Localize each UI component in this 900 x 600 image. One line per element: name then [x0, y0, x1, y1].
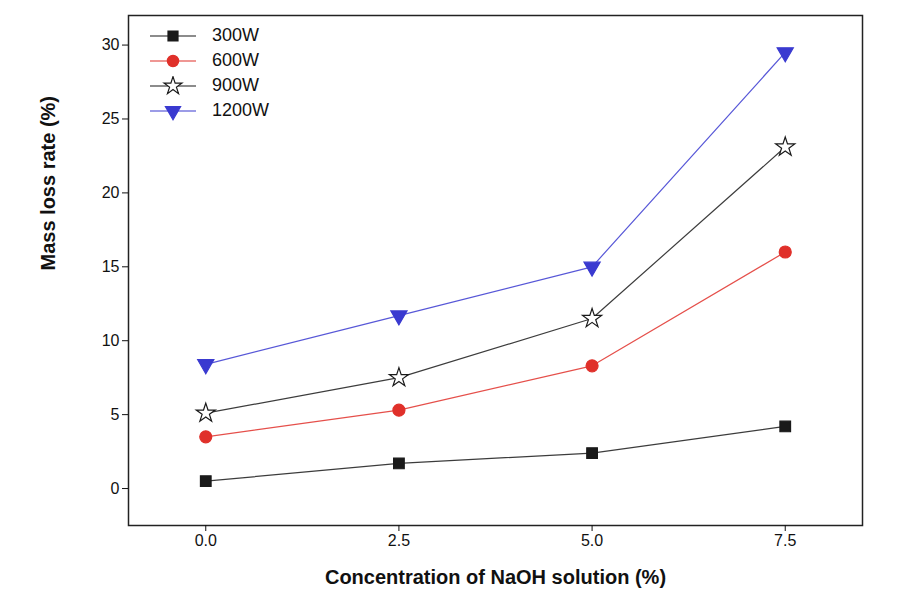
- svg-text:25: 25: [102, 110, 120, 127]
- svg-text:7.5: 7.5: [774, 532, 796, 549]
- svg-text:20: 20: [102, 184, 120, 201]
- svg-text:Concentration of NaOH solution: Concentration of NaOH solution (%): [325, 566, 666, 588]
- svg-text:30: 30: [102, 36, 120, 53]
- svg-text:5: 5: [111, 406, 120, 423]
- svg-text:2.5: 2.5: [388, 532, 410, 549]
- html-text:600W: 600W: [212, 50, 259, 70]
- html-text:900W: 900W: [212, 75, 259, 95]
- svg-text:15: 15: [102, 258, 120, 275]
- html-text:300W: 300W: [212, 25, 259, 45]
- svg-text:10: 10: [102, 332, 120, 349]
- svg-text:0: 0: [111, 480, 120, 497]
- svg-text:5.0: 5.0: [581, 532, 603, 549]
- svg-text:0.0: 0.0: [195, 532, 217, 549]
- svg-text:Mass loss rate (%): Mass loss rate (%): [37, 96, 59, 271]
- html-text:1200W: 1200W: [212, 100, 269, 120]
